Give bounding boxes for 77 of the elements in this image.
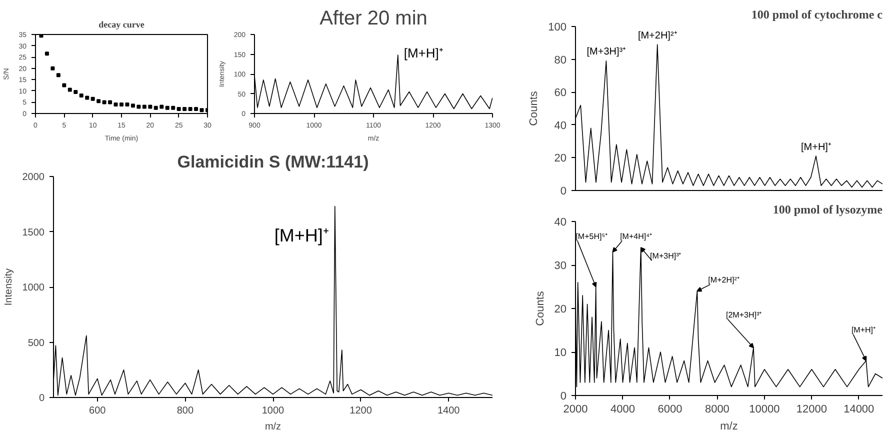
annotation: [M+H]⁺ bbox=[274, 226, 329, 246]
x-axis-title: m/z bbox=[264, 422, 282, 432]
point bbox=[142, 104, 146, 109]
point bbox=[136, 104, 141, 109]
annotation: [M+3H]³⁺ bbox=[650, 252, 682, 261]
y-tick-label: 0 bbox=[560, 390, 567, 402]
y-tick-label: 20 bbox=[554, 152, 567, 165]
y-tick-label: 60 bbox=[554, 87, 567, 100]
point bbox=[171, 106, 176, 110]
point bbox=[182, 106, 187, 111]
annotation: [M+H]⁺ bbox=[851, 326, 876, 335]
annotation: [M+3H]³⁺ bbox=[586, 46, 627, 58]
point bbox=[176, 106, 181, 111]
x-tick-label: 1000 bbox=[262, 406, 285, 416]
x-tick-label: 1200 bbox=[350, 406, 372, 416]
y-tick-label: 40 bbox=[554, 216, 567, 228]
point bbox=[130, 104, 135, 108]
x-tick-label: 4000 bbox=[610, 404, 635, 416]
point bbox=[96, 99, 101, 104]
y-tick-label: 0 bbox=[560, 186, 567, 198]
point bbox=[56, 73, 60, 78]
point bbox=[62, 83, 66, 88]
point bbox=[79, 93, 84, 98]
point bbox=[102, 100, 106, 104]
y-tick-label: 10 bbox=[554, 347, 567, 359]
chart-title: After 20 min bbox=[320, 8, 428, 30]
point bbox=[154, 106, 158, 110]
chart-title: decay curve bbox=[98, 20, 144, 30]
point bbox=[50, 66, 55, 70]
point bbox=[44, 52, 49, 56]
point bbox=[74, 90, 78, 94]
x-tick-label: 600 bbox=[89, 406, 106, 416]
point bbox=[39, 34, 44, 38]
y-tick-label: 30 bbox=[554, 260, 567, 272]
point bbox=[188, 106, 192, 111]
point bbox=[125, 102, 130, 106]
y-tick-label: 1000 bbox=[22, 282, 45, 294]
point bbox=[114, 102, 118, 106]
y-axis-title: Counts bbox=[528, 90, 540, 126]
x-tick-label: 14000 bbox=[844, 404, 874, 416]
point bbox=[108, 100, 112, 104]
y-tick-label: 40 bbox=[554, 120, 567, 132]
annotation: [M+5H]⁵⁺ bbox=[576, 232, 608, 242]
x-tick-label: 10000 bbox=[749, 404, 780, 416]
y-tick-label: 0 bbox=[38, 393, 45, 404]
y-tick-label: 20 bbox=[554, 304, 567, 316]
annotation: [M+2H]²⁺ bbox=[638, 30, 678, 42]
x-axis-title: m/z bbox=[720, 420, 738, 432]
x-tick-label: 1400 bbox=[437, 406, 460, 416]
y-axis-title: Counts bbox=[534, 290, 546, 326]
point bbox=[160, 104, 164, 109]
annotation: [M+4H]⁴⁺ bbox=[620, 232, 653, 242]
annotation: [M+H]⁺ bbox=[801, 142, 832, 153]
point bbox=[90, 96, 95, 101]
y-tick-label: 80 bbox=[554, 54, 567, 66]
point bbox=[68, 88, 72, 92]
chart-title: 100 pmol of lysozyme bbox=[772, 202, 884, 216]
y-tick-label: 500 bbox=[28, 338, 45, 349]
x-tick-label: 12000 bbox=[796, 404, 827, 416]
y-axis-title: Intensity bbox=[3, 268, 14, 306]
point bbox=[85, 96, 90, 100]
point bbox=[148, 104, 152, 109]
y-tick-label: 2000 bbox=[22, 172, 45, 183]
x-tick-label: 8000 bbox=[704, 404, 730, 416]
chart-title: 100 pmol of cytochrome c bbox=[751, 8, 884, 22]
y-tick-label: 1500 bbox=[22, 227, 45, 238]
point bbox=[165, 106, 170, 110]
point bbox=[194, 106, 198, 111]
chart-title: Glamicidin S (MW:1141) bbox=[177, 152, 369, 172]
x-tick-label: 800 bbox=[176, 406, 194, 416]
annotation: [M+H]⁺ bbox=[404, 46, 443, 61]
point bbox=[120, 102, 124, 106]
annotation: [M+2H]²⁺ bbox=[708, 276, 740, 285]
annotation: [2M+3H]³⁺ bbox=[726, 310, 762, 320]
y-tick-label: 100 bbox=[548, 22, 567, 34]
point bbox=[200, 108, 204, 112]
x-tick-label: 6000 bbox=[658, 404, 682, 416]
